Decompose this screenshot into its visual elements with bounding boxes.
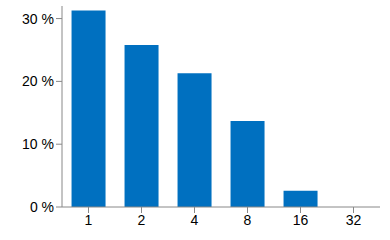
svg-text:0 %: 0 % bbox=[30, 199, 54, 215]
svg-text:4: 4 bbox=[191, 212, 199, 228]
svg-text:32: 32 bbox=[346, 212, 362, 228]
svg-text:1: 1 bbox=[85, 212, 93, 228]
svg-text:2: 2 bbox=[138, 212, 146, 228]
svg-text:10 %: 10 % bbox=[22, 136, 54, 152]
svg-text:30 %: 30 % bbox=[22, 11, 54, 27]
svg-text:8: 8 bbox=[244, 212, 252, 228]
svg-text:20 %: 20 % bbox=[22, 73, 54, 89]
svg-text:16: 16 bbox=[293, 212, 309, 228]
